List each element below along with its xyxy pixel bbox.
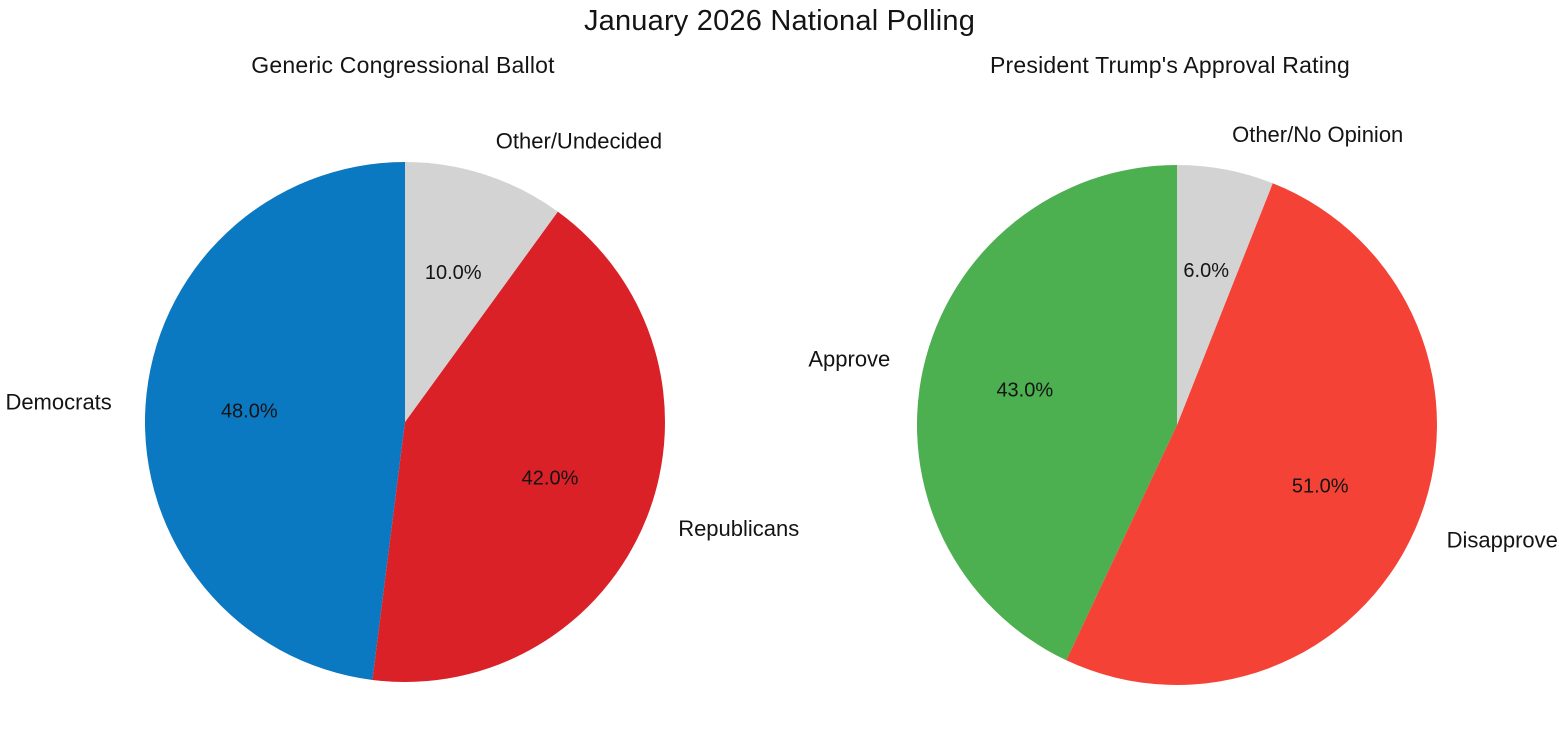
pie-slice-approve <box>916 165 1177 661</box>
pie-slice-republicans <box>372 211 665 682</box>
pie-pct-label-approve: 43.0% <box>996 379 1053 401</box>
pie-slice-other-no-opinion <box>1177 165 1273 425</box>
pie-pct-label-disapprove: 51.0% <box>1292 475 1349 497</box>
chart-title-approval-rating: President Trump's Approval Rating <box>989 52 1351 78</box>
pie-category-label-disapprove: Disapprove <box>1447 528 1558 553</box>
pie-slice-democrats <box>144 162 406 680</box>
pie-slice-other-undecided <box>405 162 558 422</box>
figure-title: January 2026 National Polling <box>583 5 976 37</box>
pie-category-label-democrats: Democrats <box>5 389 111 414</box>
pie-pct-label-other-undecided: 10.0% <box>425 262 482 284</box>
pie-slice-disapprove <box>1066 183 1437 685</box>
pie-pct-label-other-no-opinion: 6.0% <box>1183 260 1229 282</box>
chart-title-congressional-ballot: Generic Congressional Ballot <box>251 52 555 78</box>
pie-category-label-approve: Approve <box>808 347 890 372</box>
pie-pct-label-democrats: 48.0% <box>221 400 278 422</box>
pie-category-label-republicans: Republicans <box>678 516 799 541</box>
pie-category-label-other-undecided: Other/Undecided <box>496 128 662 153</box>
pie-category-label-other-no-opinion: Other/No Opinion <box>1232 122 1403 147</box>
pie-pct-label-republicans: 42.0% <box>522 468 579 490</box>
